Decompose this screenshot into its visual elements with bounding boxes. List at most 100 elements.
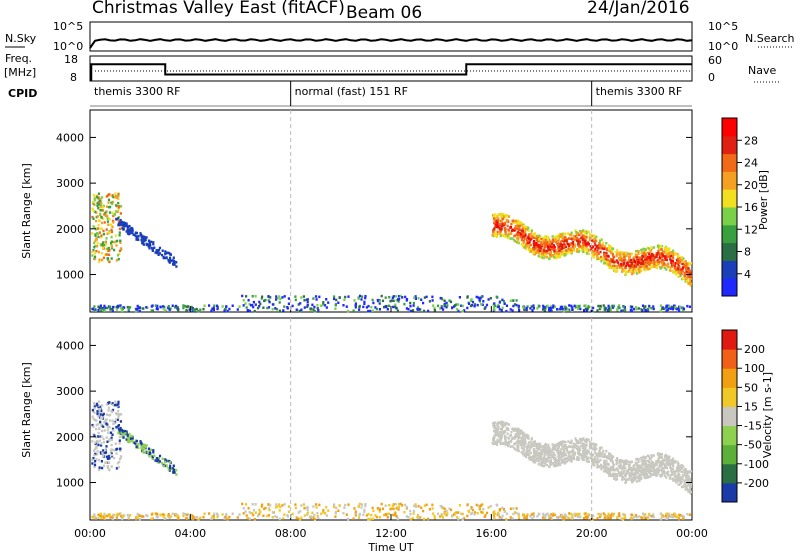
range-time-cell xyxy=(169,464,172,468)
range-time-cell xyxy=(95,228,98,231)
range-time-cell xyxy=(573,445,576,448)
range-time-cell xyxy=(298,309,302,313)
range-time-cell xyxy=(672,479,675,482)
range-time-cell xyxy=(620,309,623,312)
range-time-cell xyxy=(93,241,96,244)
range-time-cell xyxy=(652,461,655,465)
range-time-cell xyxy=(551,242,554,246)
range-time-cell xyxy=(657,468,661,471)
range-time-cell xyxy=(263,507,266,511)
cpid-segment-label: themis 3300 RF xyxy=(596,85,683,98)
range-time-cell xyxy=(681,267,684,270)
range-time-cell xyxy=(538,234,541,238)
range-time-cell xyxy=(124,432,127,435)
range-time-cell xyxy=(530,442,533,446)
range-time-cell xyxy=(251,503,254,506)
range-time-cell xyxy=(523,516,526,519)
range-time-cell xyxy=(101,205,105,209)
range-time-cell xyxy=(517,224,520,228)
range-time-cell xyxy=(195,307,198,311)
range-time-cell xyxy=(300,504,303,507)
range-time-cell xyxy=(622,517,625,520)
range-time-cell xyxy=(563,236,566,239)
range-time-cell xyxy=(117,206,120,209)
range-time-cell xyxy=(322,301,325,304)
range-time-cell xyxy=(109,205,112,209)
range-time-cell xyxy=(526,449,529,453)
range-time-cell xyxy=(119,212,122,215)
range-time-cell xyxy=(493,214,496,218)
range-time-cell xyxy=(531,309,534,312)
range-time-cell xyxy=(521,228,524,231)
range-time-cell xyxy=(630,474,633,478)
range-time-cell xyxy=(117,414,120,417)
range-time-cell xyxy=(496,422,499,425)
range-time-cell xyxy=(685,262,689,266)
range-time-cell xyxy=(413,296,416,299)
range-time-cell xyxy=(110,453,113,457)
range-time-cell xyxy=(676,267,680,270)
range-time-cell xyxy=(584,439,587,443)
range-time-cell xyxy=(131,437,134,440)
range-time-cell xyxy=(681,470,684,474)
range-time-cell xyxy=(124,224,127,227)
range-time-cell xyxy=(110,230,114,234)
range-time-cell xyxy=(661,469,664,473)
range-time-cell xyxy=(287,302,290,305)
range-time-cell xyxy=(519,441,522,444)
range-time-cell xyxy=(264,298,267,302)
range-time-cell xyxy=(615,459,618,462)
range-time-cell xyxy=(99,209,102,212)
range-time-cell xyxy=(242,304,245,307)
range-time-cell xyxy=(570,304,573,308)
range-time-cell xyxy=(611,259,614,263)
range-time-cell xyxy=(660,254,663,258)
range-time-cell xyxy=(101,243,104,246)
range-time-cell xyxy=(96,410,99,413)
range-time-cell xyxy=(509,507,512,510)
range-time-cell xyxy=(159,305,162,309)
range-time-cell xyxy=(611,456,614,460)
range-time-cell xyxy=(517,427,520,431)
range-time-cell xyxy=(495,503,498,507)
range-time-cell xyxy=(683,471,686,474)
range-time-cell xyxy=(644,513,647,516)
range-time-cell xyxy=(312,516,315,519)
range-time-cell xyxy=(99,304,102,307)
range-time-cell xyxy=(530,232,533,235)
range-time-cell xyxy=(526,305,529,308)
range-time-cell xyxy=(658,256,661,259)
range-time-cell xyxy=(557,455,560,459)
range-time-cell xyxy=(536,452,539,456)
range-time-cell xyxy=(118,227,121,231)
range-time-cell xyxy=(609,258,612,261)
range-time-cell xyxy=(286,515,289,518)
range-time-cell xyxy=(511,436,514,439)
range-time-cell xyxy=(593,251,596,255)
range-time-cell xyxy=(148,453,151,456)
range-time-cell xyxy=(604,308,607,312)
range-time-cell xyxy=(571,514,574,517)
range-time-cell xyxy=(600,259,603,263)
range-time-cell xyxy=(641,261,644,264)
range-time-cell xyxy=(527,437,530,440)
range-time-cell xyxy=(606,261,609,264)
range-time-cell xyxy=(404,295,407,299)
range-time-cell xyxy=(500,427,503,431)
range-time-cell xyxy=(674,262,678,265)
range-time-cell xyxy=(606,471,609,474)
range-time-cell xyxy=(266,514,269,518)
range-time-cell xyxy=(119,512,122,515)
range-time-cell xyxy=(565,515,568,518)
range-time-cell xyxy=(256,514,260,518)
range-time-cell xyxy=(135,231,138,235)
range-time-cell xyxy=(95,419,98,422)
range-time-cell xyxy=(689,488,692,491)
range-time-cell xyxy=(117,201,120,205)
range-time-cell xyxy=(670,261,673,265)
range-time-cell xyxy=(543,451,546,454)
range-time-cell xyxy=(673,264,676,267)
range-time-cell xyxy=(538,446,541,449)
range-time-cell xyxy=(503,437,507,440)
range-time-cell xyxy=(625,462,628,465)
